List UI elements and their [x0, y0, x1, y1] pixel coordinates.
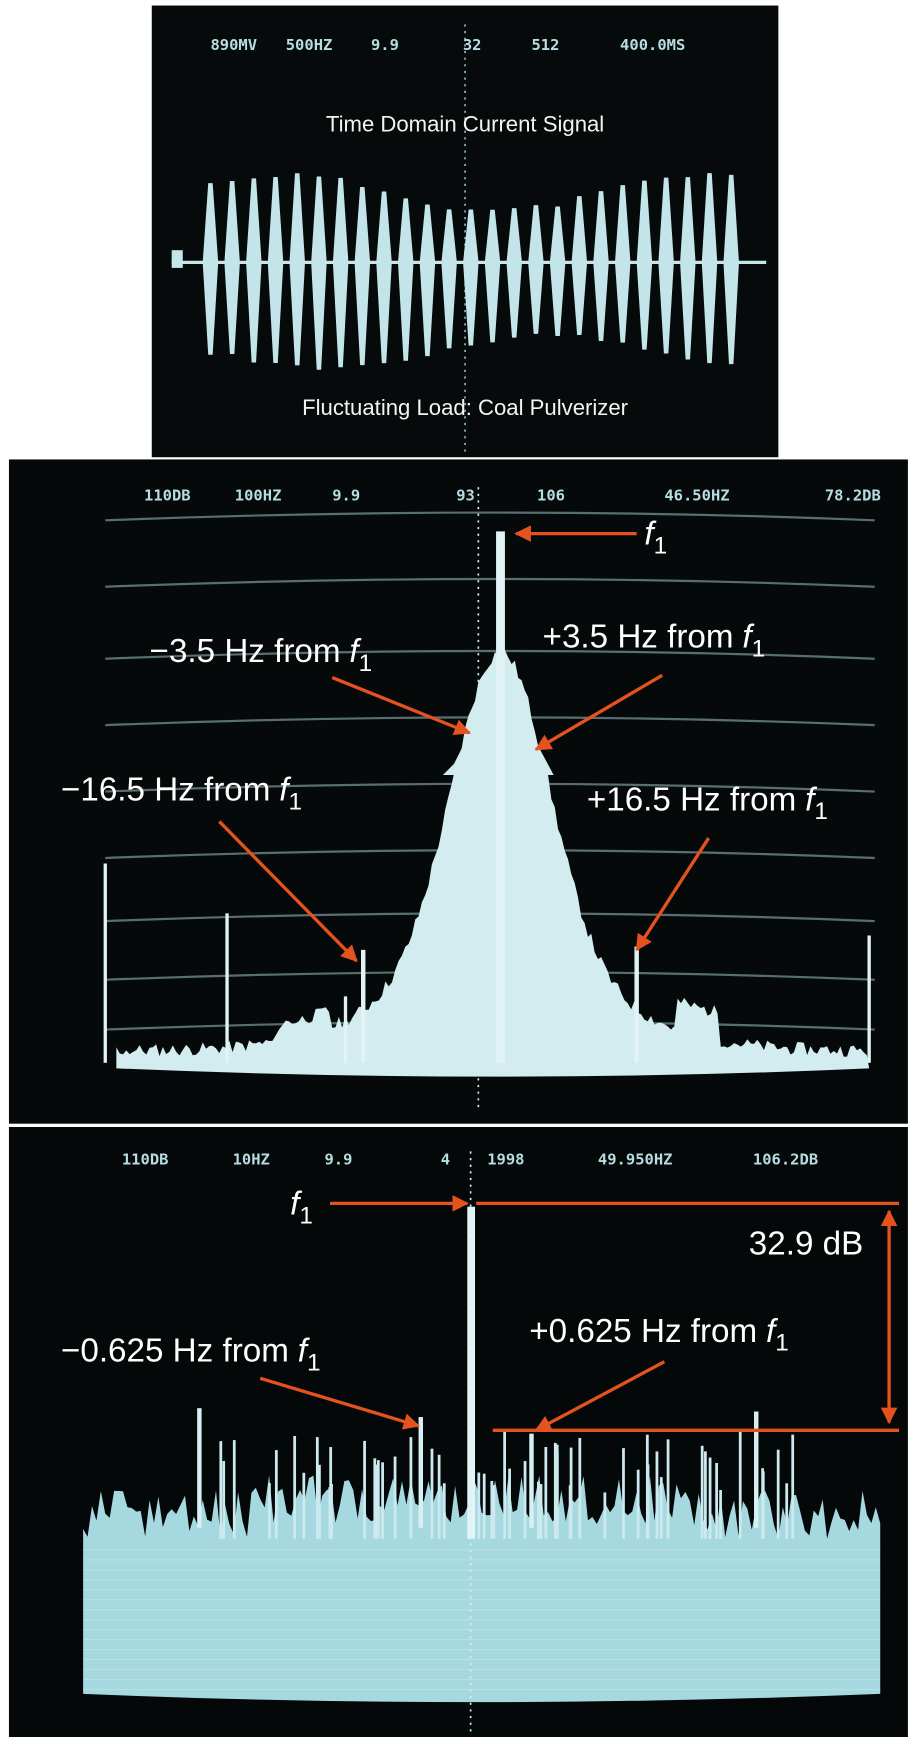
readout: 49.950HZ [598, 1151, 673, 1169]
spike [762, 1471, 765, 1538]
spike [483, 1474, 486, 1539]
spike [233, 1440, 236, 1539]
spike [443, 1483, 446, 1539]
subscript: 1 [299, 1202, 313, 1229]
marker-block [172, 250, 183, 268]
subscript: 1 [289, 788, 303, 815]
spike [578, 1438, 581, 1539]
spike [634, 947, 638, 1063]
spike [646, 1435, 649, 1539]
spike [225, 913, 228, 1062]
readout: 78.2DB [825, 486, 881, 504]
subscript: 1 [775, 1330, 789, 1357]
spike [709, 1458, 712, 1539]
spike [704, 1451, 707, 1538]
annotation-text: −0.625 Hz from [61, 1333, 289, 1370]
readout: 500HZ [286, 36, 333, 54]
spike [719, 1490, 722, 1539]
spike [622, 1448, 625, 1539]
spike [431, 1449, 434, 1539]
readout: 1998 [487, 1151, 524, 1169]
subscript: 1 [814, 798, 828, 825]
spike [791, 1435, 794, 1539]
subscript: 1 [359, 650, 373, 677]
panel-caption: Fluctuating Load: Coal Pulverizer [302, 395, 628, 420]
readout: 106 [537, 486, 565, 504]
spike [496, 531, 505, 1062]
spike [329, 1447, 332, 1539]
spike [777, 1450, 780, 1539]
spike [381, 1462, 384, 1539]
readout: 10HZ [233, 1151, 270, 1169]
subscript: 1 [654, 533, 668, 560]
spike [529, 1434, 533, 1528]
spike [302, 1473, 305, 1539]
spike [556, 1452, 559, 1538]
annotation-text: +0.625 Hz from [529, 1313, 757, 1350]
readout: 890MV [210, 36, 257, 54]
panel-title: Time Domain Current Signal [326, 112, 604, 137]
spike [715, 1463, 718, 1539]
spike [344, 996, 347, 1062]
annotation-text: −3.5 Hz from [150, 633, 341, 670]
spike [375, 1465, 378, 1539]
annotation-text: −16.5 Hz from [61, 771, 270, 808]
readout: 400.0MS [620, 36, 685, 54]
spike [656, 1451, 659, 1538]
readout: 9.9 [324, 1151, 352, 1169]
readout: 106.2DB [753, 1151, 818, 1169]
annotation-text: +16.5 Hz from [587, 781, 796, 818]
spike [477, 1473, 480, 1539]
readout: 110DB [144, 486, 191, 504]
spike [867, 935, 870, 1062]
readout: 512 [531, 36, 559, 54]
spike [361, 950, 365, 1063]
spike [667, 1439, 670, 1538]
subscript: 1 [307, 1350, 321, 1377]
spike [524, 1461, 527, 1539]
spike [293, 1436, 296, 1539]
figure: 890MV 500HZ 9.9 32 512 400.0MS 110DB 100HZ 9.9 93… [0, 0, 908, 1737]
spike [492, 1485, 495, 1539]
spike [785, 1483, 788, 1539]
readout: 32 [463, 36, 482, 54]
spike [701, 1446, 704, 1539]
spike [219, 1441, 222, 1539]
spike [537, 1482, 540, 1539]
spike [275, 1450, 278, 1539]
spike [508, 1469, 511, 1539]
spike [268, 1483, 271, 1539]
spike [318, 1465, 321, 1539]
spike [539, 1484, 542, 1538]
annotation-text: +3.5 Hz from [543, 619, 734, 656]
spike [637, 1470, 640, 1539]
readout: 9.9 [371, 36, 399, 54]
readout: 46.50HZ [664, 486, 729, 504]
spike [438, 1455, 441, 1539]
spike [544, 1447, 547, 1539]
spike [410, 1437, 413, 1539]
spike [222, 1461, 225, 1539]
readout: 4 [441, 1151, 450, 1169]
subscript: 1 [752, 635, 766, 662]
spike [569, 1485, 572, 1539]
readout: 9.9 [332, 486, 360, 504]
spike [363, 1441, 366, 1539]
readout: 93 [456, 486, 475, 504]
readout: 110DB [122, 1151, 169, 1169]
spike [197, 1408, 201, 1528]
readout: 100HZ [235, 486, 282, 504]
spike [104, 864, 107, 1063]
spike [660, 1477, 663, 1539]
spike [419, 1417, 423, 1528]
spike [503, 1432, 506, 1539]
spike [739, 1432, 742, 1539]
spike [394, 1457, 397, 1539]
measurement: 32.9 dB [749, 1225, 863, 1262]
spike [603, 1492, 606, 1538]
